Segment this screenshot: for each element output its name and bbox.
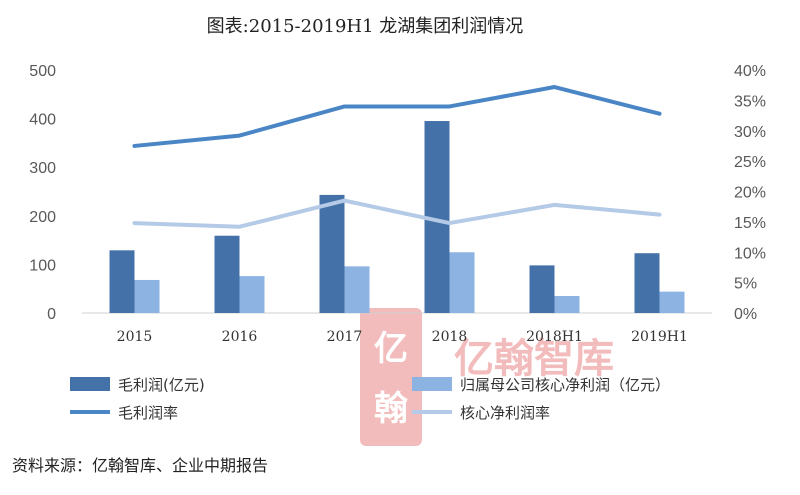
y-right-tick-label: 40% [734,63,766,80]
bar-core-net-profit [239,276,265,313]
watermark: 亿 翰 亿翰智库 [360,308,614,446]
y-right-tick-label: 35% [734,93,766,110]
line-core-net-margin [132,198,662,229]
bar-core-net-profit [449,252,475,313]
source-note: 资料来源：亿翰智库、企业中期报告 [12,456,268,475]
bar-series [109,121,685,313]
watermark-text: 亿翰智库 [454,336,614,382]
watermark-logo-char-1: 亿 [374,329,408,369]
y-left-tick-label: 100 [29,257,56,274]
y-axis-left: 0 100 200 300 400 500 [29,63,56,323]
y-right-tick-label: 5% [734,276,757,293]
line-gross-margin [132,85,662,148]
x-tick-label: 2018 [432,329,468,345]
y-right-tick-label: 10% [734,245,766,262]
bar-gross-profit [319,194,345,313]
y-right-tick-label: 20% [734,185,766,202]
bar-gross-profit [214,235,240,313]
legend-swatch-core-net-profit [412,377,452,391]
bar-core-net-profit [659,291,685,313]
bar-core-net-profit [554,295,580,313]
y-left-tick-label: 300 [29,160,56,177]
legend-label-gross-margin: 毛利润率 [118,404,178,422]
y-right-tick-label: 15% [734,215,766,232]
legend-label-core-net-profit: 归属母公司核心净利润（亿元） [460,376,670,394]
x-tick-label: 2016 [222,329,258,345]
y-left-tick-label: 0 [47,306,56,323]
legend-swatch-gross-profit [70,377,110,391]
bar-gross-profit [634,253,660,313]
y-right-tick-label: 30% [734,124,766,141]
x-tick-label: 2015 [117,329,153,345]
line-series [132,85,662,229]
x-tick-label: 2017 [327,329,363,345]
bar-core-net-profit [134,279,160,313]
y-left-tick-label: 200 [29,209,56,226]
watermark-logo-block [360,308,422,446]
y-left-tick-label: 400 [29,112,56,129]
bar-core-net-profit [344,266,370,313]
x-tick-label: 2018H1 [526,329,583,345]
legend-label-core-net-margin: 核心净利润率 [460,404,550,422]
bar-gross-profit [109,250,135,313]
legend-label-gross-profit: 毛利润(亿元) [118,376,205,394]
y-right-tick-label: 25% [734,154,766,171]
watermark-logo-char-2: 翰 [374,389,408,429]
y-left-tick-label: 500 [29,63,56,80]
x-tick-label: 2019H1 [631,329,688,345]
bar-gross-profit [529,265,555,313]
x-axis: 2015 2016 2017 2018 2018H1 2019H1 [117,329,688,345]
legend: 毛利润(亿元) 归属母公司核心净利润（亿元） 毛利润率 核心净利润率 [70,376,670,422]
chart-title: 图表:2015-2019H1 龙湖集团利润情况 [207,16,524,37]
y-axis-right: 0% 5% 10% 15% 20% 25% 30% 35% 40% [734,63,766,323]
y-right-tick-label: 0% [734,306,757,323]
